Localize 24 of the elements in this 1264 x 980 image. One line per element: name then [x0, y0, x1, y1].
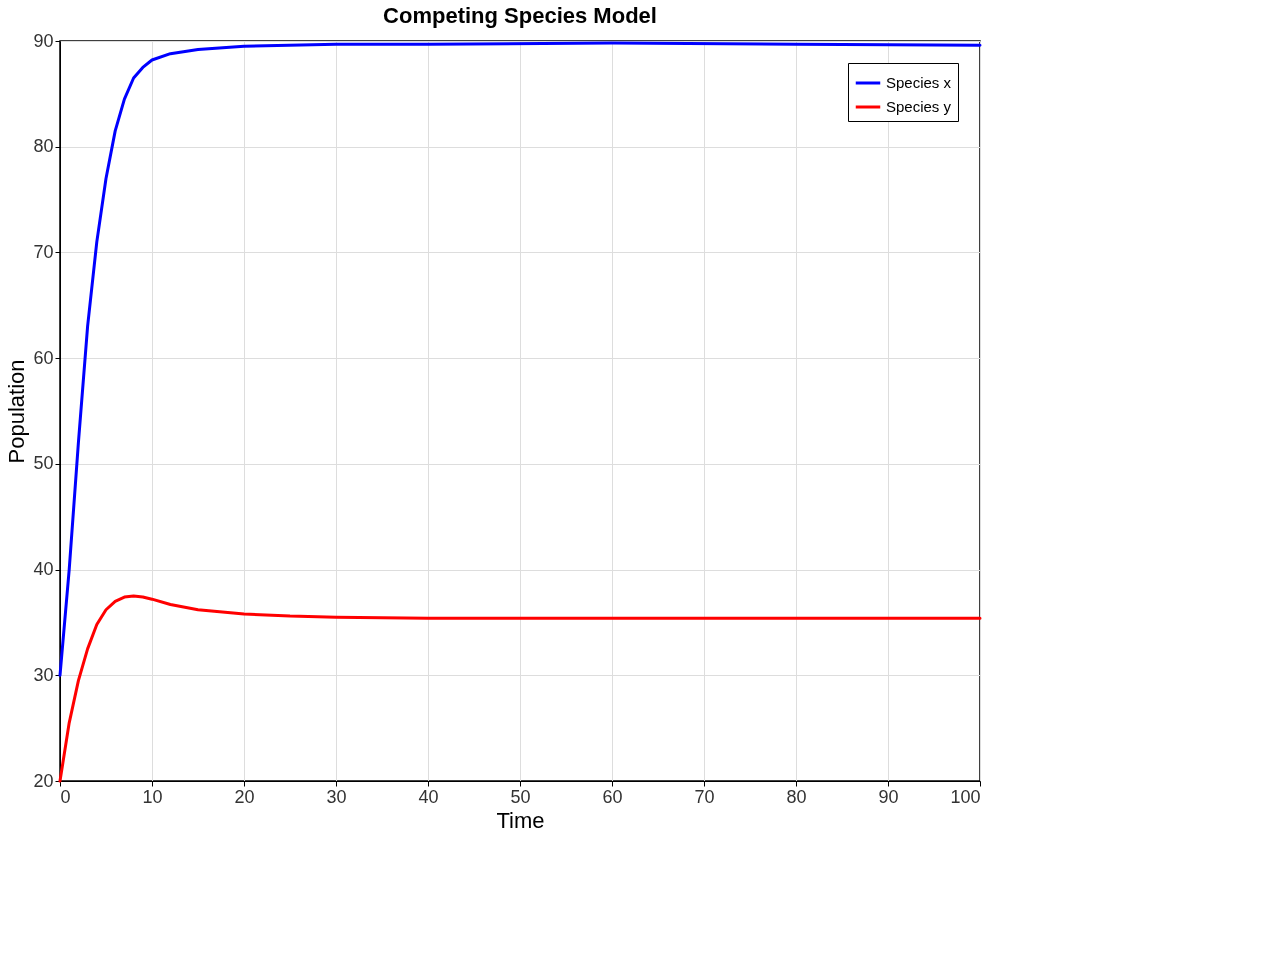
- chart-title: Competing Species Model: [383, 3, 657, 28]
- y-axis-title: Population: [4, 359, 30, 464]
- x-tick-label: 30: [326, 786, 347, 807]
- y-tick-label: 40: [33, 559, 54, 580]
- x-tick-label: 40: [418, 786, 439, 807]
- x-tick-label: 60: [602, 786, 623, 807]
- y-tick-label: 20: [33, 770, 54, 791]
- y-tick-label: 90: [33, 30, 54, 51]
- y-tick-label: 50: [33, 453, 54, 474]
- x-tick-label: 50: [510, 786, 531, 807]
- x-tick-label: 10: [142, 786, 163, 807]
- y-tick-label: 30: [33, 664, 54, 685]
- y-tick-label: 60: [33, 347, 54, 368]
- y-tick-label: 70: [33, 241, 54, 262]
- x-tick-label: 80: [786, 786, 807, 807]
- x-axis-title: Time: [496, 807, 545, 833]
- x-tick-label: 90: [878, 786, 899, 807]
- x-tick-label: 70: [694, 786, 715, 807]
- y-tick-label: 80: [33, 136, 54, 157]
- x-tick-label: 20: [234, 786, 255, 807]
- x-tick-label: 100: [950, 786, 981, 807]
- legend-label: Species x: [886, 74, 952, 91]
- legend-label: Species y: [886, 98, 952, 115]
- x-tick-label: 0: [60, 786, 71, 807]
